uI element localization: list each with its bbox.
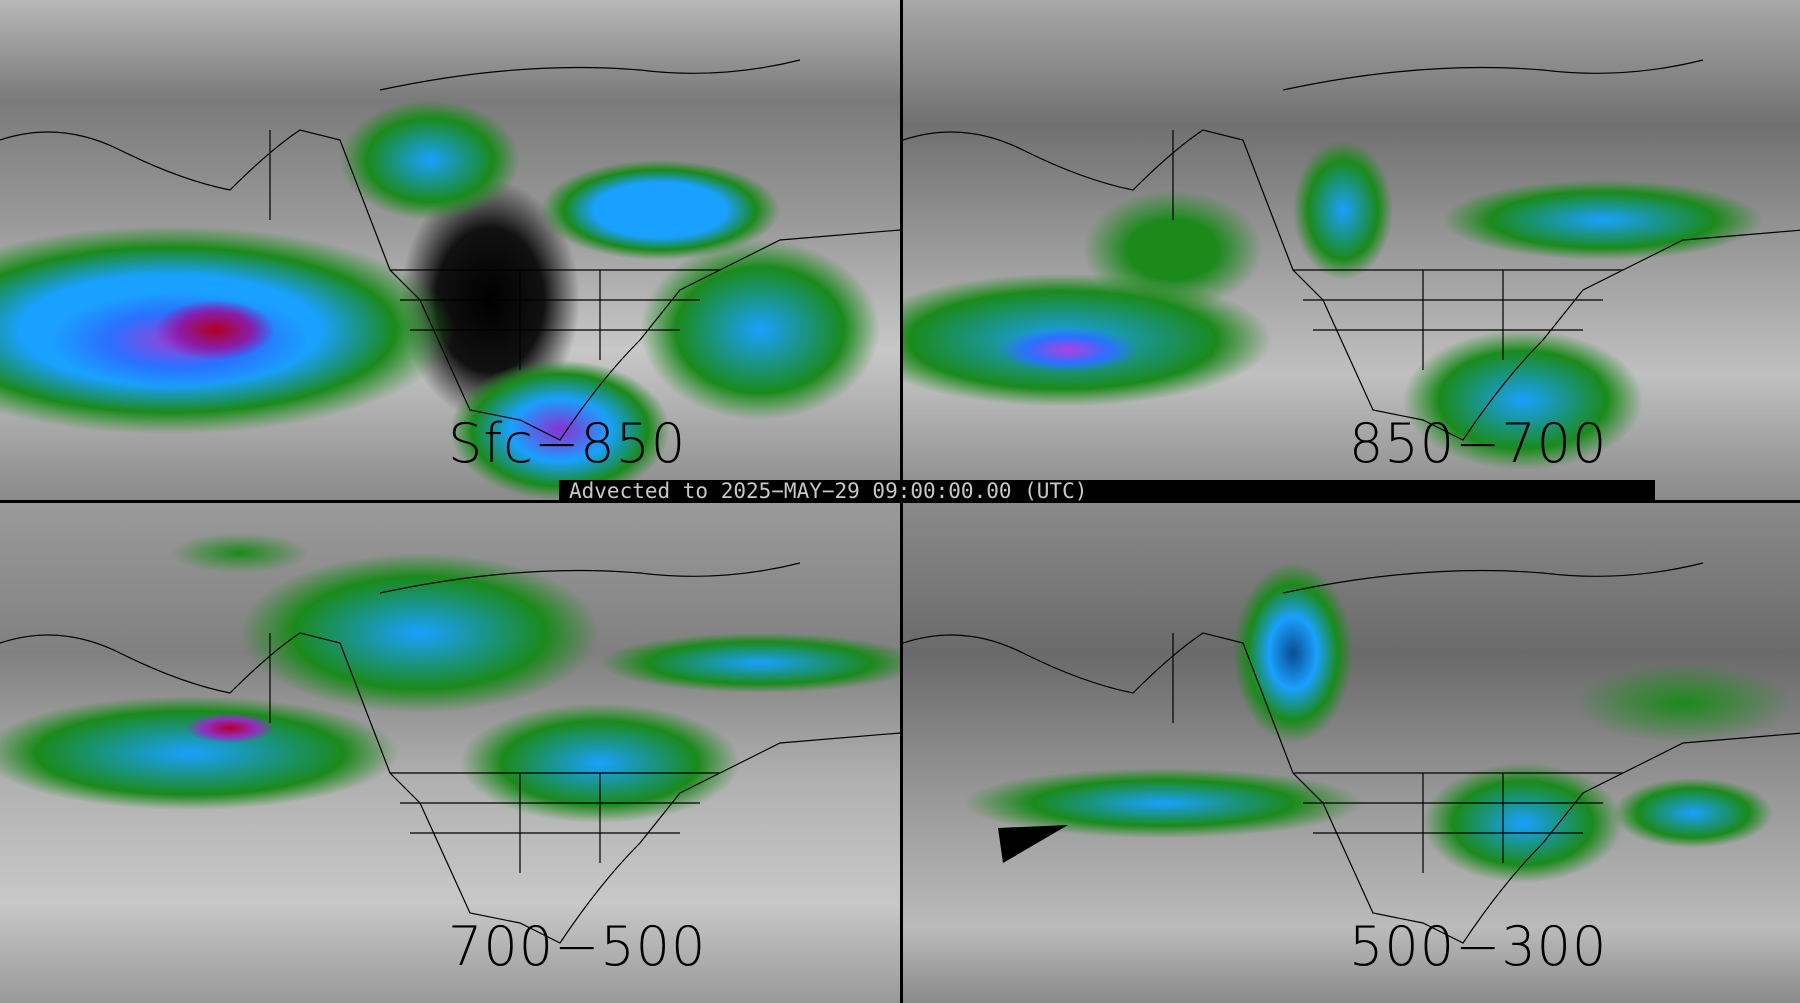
panel-label: Sfc−850 [448,412,687,475]
panel-label: 700−500 [448,915,707,978]
panel-sfc-850: Sfc−850 [0,0,900,500]
panel-label: 500−300 [1349,915,1608,978]
panel-850-700: 850−700 [903,0,1800,500]
coastline-overlay [903,59,1800,441]
moisture-map [903,0,1800,500]
panel-label: 850−700 [1349,412,1608,475]
moisture-map [0,0,900,500]
moisture-map [903,503,1800,1003]
coastline-overlay [903,562,1800,944]
panel-700-500: 700−500 [0,503,900,1003]
coastline-overlay [0,59,900,441]
advection-time-banner: Advected to 2025−MAY−29 09:00:00.00 (UTC… [559,480,1655,503]
moisture-map [0,503,900,1003]
panel-500-300: 500−300 [903,503,1800,1003]
coastline-overlay [0,562,900,944]
